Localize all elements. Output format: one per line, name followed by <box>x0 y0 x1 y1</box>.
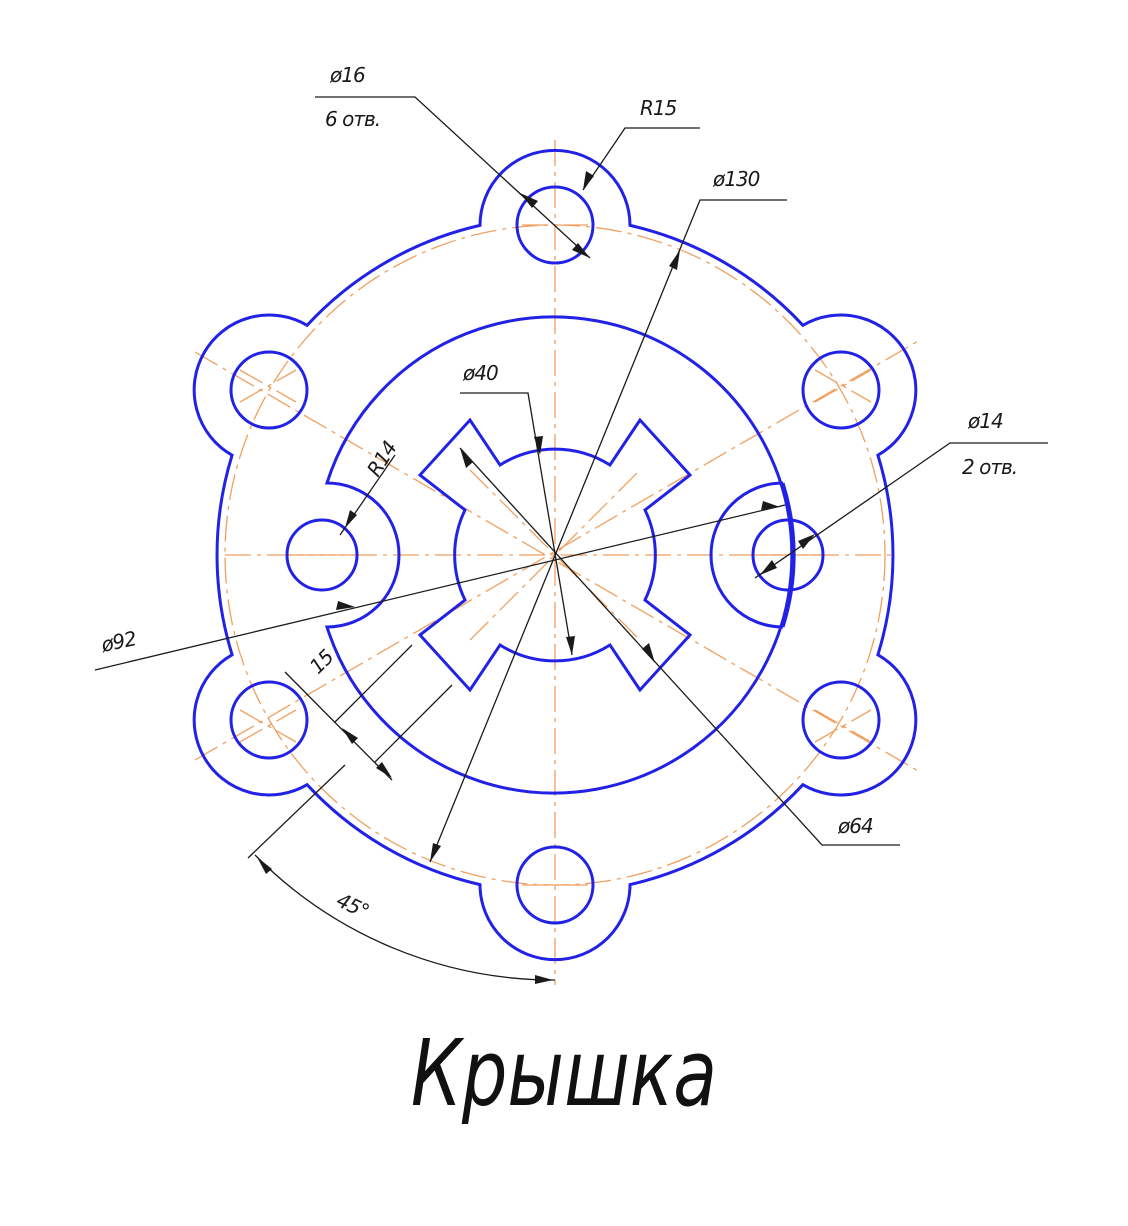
bolt-holes <box>229 185 881 925</box>
central-cross-cutout <box>417 417 693 693</box>
dim-d64: ø64 <box>837 814 873 838</box>
bolt-hole-upper-left <box>229 350 309 430</box>
dim-w15: 15 <box>305 645 339 679</box>
dim-d14-count: 2 отв. <box>962 455 1017 479</box>
dim-d40: ø40 <box>462 361 498 385</box>
dim-d130: ø130 <box>712 167 760 191</box>
bolt-hole-lower-right <box>801 680 881 760</box>
inner-boss-right-arc <box>781 482 796 628</box>
dim-r15: R15 <box>640 96 677 120</box>
dimension-lines <box>94 96 1048 984</box>
bolt-hole-upper-right <box>801 350 881 430</box>
side-hole-left <box>285 518 359 592</box>
bolt-hole-lower-left <box>229 680 309 760</box>
dim-d16: ø16 <box>329 63 365 87</box>
dim-angle: 45° <box>333 888 373 923</box>
dim-d92: ø92 <box>98 626 138 657</box>
dim-r14: R14 <box>362 437 402 481</box>
dim-d14: ø14 <box>967 409 1003 433</box>
bolt-hole-top <box>515 185 595 265</box>
side-hole-right <box>751 518 825 592</box>
outer-contour <box>192 148 918 962</box>
bolt-hole-bottom <box>515 845 595 925</box>
inner-boss-contour <box>324 315 794 795</box>
dim-d16-count: 6 отв. <box>325 107 380 131</box>
drawing-title: Крышка <box>410 1020 718 1127</box>
center-lines <box>194 140 921 985</box>
